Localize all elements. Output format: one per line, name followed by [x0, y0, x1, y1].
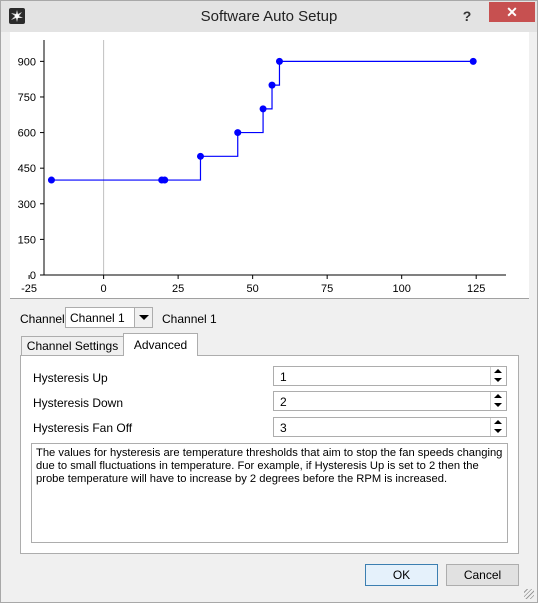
curve-point[interactable]	[196, 152, 204, 160]
hysteresis-up-spinbox[interactable]: 1	[273, 366, 507, 386]
hysteresis-down-stepper[interactable]	[490, 392, 506, 410]
hysteresis-up-value: 1	[280, 370, 287, 384]
tab-channel-settings[interactable]: Channel Settings	[21, 336, 124, 356]
resize-grip-icon[interactable]	[524, 589, 534, 599]
hysteresis-fan-off-value: 3	[280, 421, 287, 435]
hysteresis-info-text: The values for hysteresis are temperatur…	[31, 443, 508, 543]
hysteresis-fan-off-stepper[interactable]	[490, 418, 506, 436]
increment-arrow-icon[interactable]	[491, 367, 506, 376]
curve-point[interactable]	[268, 81, 276, 89]
ok-button[interactable]: OK	[365, 564, 438, 586]
y-tick-label: 750	[18, 92, 36, 104]
x-tick-label: 50	[247, 283, 259, 295]
x-tick-label: 125	[467, 283, 485, 295]
curve-point[interactable]	[275, 57, 283, 65]
decrement-arrow-icon[interactable]	[491, 401, 506, 410]
hysteresis-fan-off-label: Hysteresis Fan Off	[33, 421, 133, 435]
y-tick-label: 300	[18, 199, 36, 211]
x-tick-label: 25	[172, 283, 184, 295]
curve-point[interactable]	[469, 57, 477, 65]
chevron-down-icon[interactable]	[134, 308, 152, 327]
hysteresis-up-label: Hysteresis Up	[33, 371, 108, 385]
fan-curve-line	[51, 60, 474, 181]
cancel-button[interactable]: Cancel	[446, 564, 519, 586]
y-tick-label: 0	[30, 270, 36, 282]
decrement-arrow-icon[interactable]	[491, 376, 506, 385]
title-bar: Software Auto Setup ? ✕	[1, 1, 537, 32]
decrement-arrow-icon[interactable]	[491, 427, 506, 436]
x-tick-label: 100	[392, 283, 410, 295]
increment-arrow-icon[interactable]	[491, 418, 506, 427]
x-tick-label: -25	[21, 283, 37, 295]
chart-separator	[10, 298, 529, 299]
hysteresis-down-label: Hysteresis Down	[33, 396, 124, 410]
increment-arrow-icon[interactable]	[491, 392, 506, 401]
advanced-panel: Hysteresis Up 1 Hysteresis Down 2 Hyster…	[20, 355, 519, 554]
fan-curve-chart[interactable]: 0 150 300 450 600 750 900 -25 0 25 50 75 100 125	[10, 32, 529, 298]
channel-label: Channel	[20, 312, 65, 326]
x-tick-label: 0	[101, 283, 107, 295]
x-tick-label: 75	[321, 283, 333, 295]
curve-point[interactable]	[47, 176, 55, 184]
curve-point[interactable]	[234, 129, 242, 137]
hysteresis-up-stepper[interactable]	[490, 367, 506, 385]
hysteresis-down-value: 2	[280, 395, 287, 409]
window-title: Software Auto Setup	[200, 8, 338, 25]
fan-icon	[9, 8, 25, 24]
curve-point[interactable]	[259, 105, 267, 113]
channel-select-value: Channel 1	[70, 311, 125, 325]
y-tick-label: 600	[18, 128, 36, 140]
y-tick-label: 900	[18, 56, 36, 68]
tab-advanced[interactable]: Advanced	[123, 333, 198, 356]
channel-name: Channel 1	[162, 312, 217, 326]
y-tick-label: 150	[18, 234, 36, 246]
help-button[interactable]: ?	[462, 8, 472, 24]
channel-select[interactable]: Channel 1	[65, 307, 153, 328]
hysteresis-fan-off-spinbox[interactable]: 3	[273, 417, 507, 437]
y-tick-label: 450	[18, 163, 36, 175]
close-button[interactable]: ✕	[489, 2, 535, 22]
hysteresis-down-spinbox[interactable]: 2	[273, 391, 507, 411]
curve-point[interactable]	[161, 176, 169, 184]
